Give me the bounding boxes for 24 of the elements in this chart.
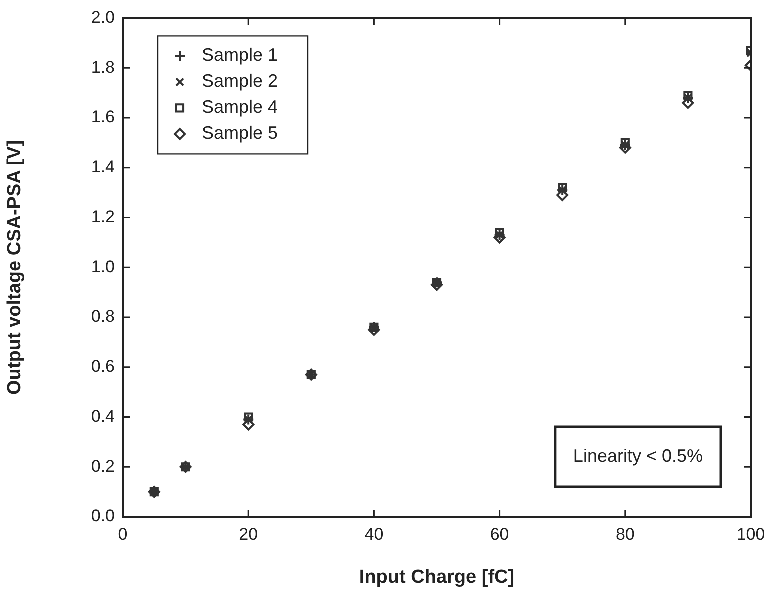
x-tick-label: 40: [364, 524, 384, 544]
x-tick-label: 0: [118, 524, 128, 544]
y-tick-label: 1.4: [91, 158, 115, 177]
annotation: Linearity < 0.5%: [573, 446, 703, 466]
y-tick-label: 0.0: [91, 506, 115, 526]
legend-label: Sample 5: [202, 123, 278, 144]
y-tick-label: 0.6: [91, 357, 115, 376]
legend-label: Sample 2: [202, 71, 278, 92]
y-tick-label: 2.0: [91, 8, 115, 27]
x-tick-label: 20: [239, 524, 258, 544]
legend-label: Sample 1: [202, 45, 278, 66]
y-tick-label: 0.4: [91, 406, 115, 426]
x-axis-title: Input Charge [fC]: [359, 566, 515, 588]
y-tick-label: 1.8: [91, 58, 115, 77]
y-tick-label: 0.2: [91, 456, 115, 476]
x-tick-label: 60: [490, 524, 510, 544]
y-tick-label: 1.0: [91, 257, 115, 276]
x-tick-label: 100: [736, 524, 766, 544]
y-tick-label: 1.6: [91, 108, 115, 127]
y-tick-label: 1.2: [91, 207, 115, 226]
y-axis-title: Output voltage CSA-PSA [V]: [4, 140, 26, 395]
x-tick-label: 80: [616, 524, 635, 544]
legend-label: Sample 4: [202, 97, 278, 118]
y-tick-label: 0.8: [91, 307, 115, 326]
